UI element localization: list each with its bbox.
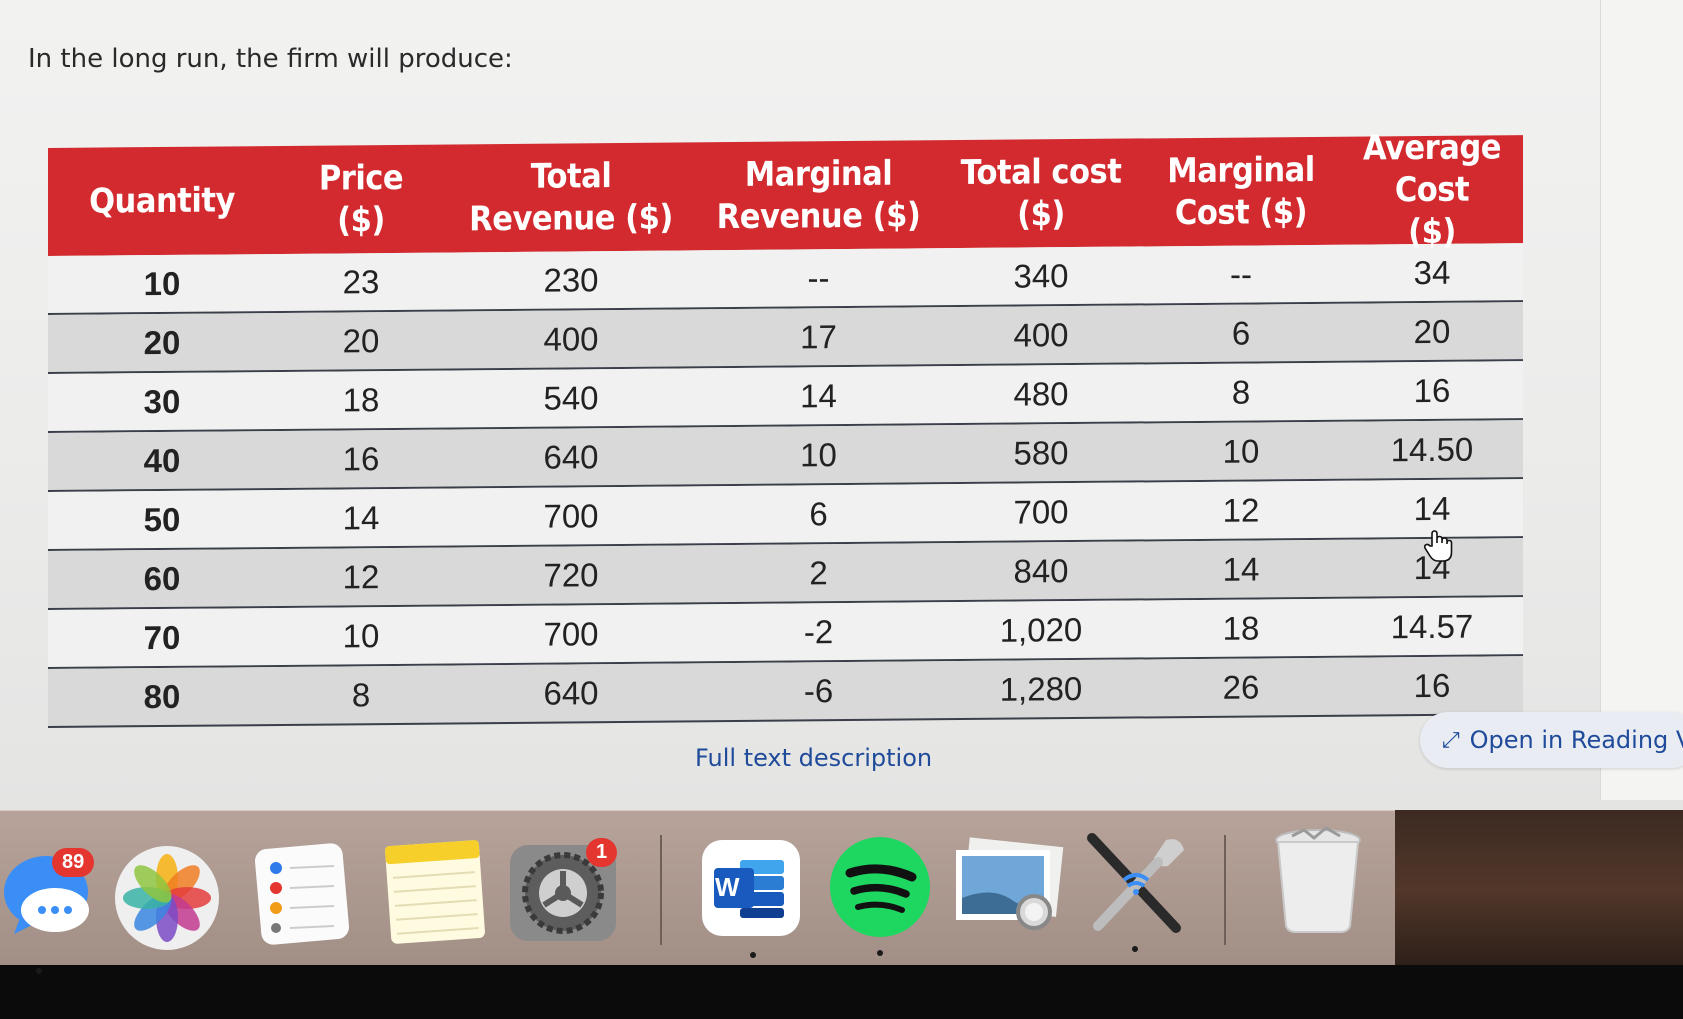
cell-marginal-revenue: -6 bbox=[803, 671, 834, 709]
cell-average-cost: 34 bbox=[1413, 253, 1451, 291]
cell-total-revenue: 400 bbox=[543, 319, 599, 358]
cell-total-revenue: 700 bbox=[543, 496, 599, 535]
cell-total-revenue: 230 bbox=[543, 260, 599, 299]
running-indicator bbox=[877, 950, 883, 956]
cell-price: 12 bbox=[342, 557, 380, 595]
cell-price: 8 bbox=[351, 675, 371, 713]
cell-quantity: 70 bbox=[143, 618, 181, 656]
cell-marginal-revenue: 2 bbox=[809, 553, 828, 591]
cell-marginal-revenue: 6 bbox=[809, 494, 828, 532]
cell-price: 14 bbox=[342, 498, 380, 536]
cell-total-revenue: 700 bbox=[543, 614, 599, 653]
cell-total-revenue: 640 bbox=[543, 673, 599, 712]
system-preferences-badge: 1 bbox=[586, 838, 618, 867]
header-total-revenue: Total Revenue ($) bbox=[469, 156, 673, 240]
full-text-description-link[interactable]: Full text description bbox=[695, 744, 933, 772]
running-indicator bbox=[750, 952, 756, 958]
screen-bezel bbox=[0, 965, 1683, 1019]
cell-quantity: 60 bbox=[143, 559, 181, 597]
word-icon[interactable] bbox=[700, 838, 802, 942]
cell-total-cost: 400 bbox=[1013, 315, 1069, 354]
desk-background bbox=[1395, 810, 1683, 970]
data-table: Quantity Price ($) Total Revenue ($) Mar… bbox=[48, 127, 1523, 728]
cell-marginal-cost: 26 bbox=[1222, 667, 1260, 706]
right-panel bbox=[1600, 0, 1683, 800]
cell-average-cost: 14 bbox=[1413, 489, 1451, 527]
dock bbox=[0, 810, 1395, 976]
cell-total-cost: 700 bbox=[1013, 492, 1069, 531]
cell-price: 20 bbox=[342, 321, 380, 359]
cell-average-cost: 20 bbox=[1413, 312, 1451, 350]
word-letter: W bbox=[715, 872, 740, 902]
cell-marginal-revenue: 10 bbox=[800, 435, 837, 473]
preview-icon[interactable] bbox=[952, 836, 1064, 940]
expand-arrows-icon: ⤢ bbox=[1442, 727, 1460, 753]
cell-quantity: 30 bbox=[143, 382, 181, 420]
cell-average-cost: 14.50 bbox=[1390, 430, 1474, 468]
notes-icon[interactable] bbox=[380, 835, 490, 951]
cell-average-cost: 14.57 bbox=[1390, 607, 1474, 645]
cell-quantity: 20 bbox=[143, 323, 181, 361]
cell-average-cost: 16 bbox=[1413, 666, 1451, 704]
table-header: Quantity Price ($) Total Revenue ($) Mar… bbox=[48, 127, 1523, 256]
running-indicator bbox=[36, 968, 42, 974]
open-in-reading-view-label: Open in Reading Vi bbox=[1469, 726, 1683, 754]
cell-quantity: 40 bbox=[143, 441, 181, 479]
cell-total-cost: 840 bbox=[1013, 551, 1069, 590]
cell-price: 23 bbox=[342, 262, 380, 300]
cell-marginal-cost: 10 bbox=[1222, 431, 1260, 470]
dock-separator bbox=[660, 835, 662, 945]
cell-total-revenue: 540 bbox=[543, 378, 599, 417]
cell-total-cost: 480 bbox=[1013, 374, 1069, 413]
cell-quantity: 80 bbox=[143, 677, 181, 715]
cell-total-cost: 1,280 bbox=[999, 669, 1083, 708]
cell-marginal-revenue: -- bbox=[807, 258, 830, 296]
cell-price: 10 bbox=[342, 616, 380, 654]
cell-marginal-cost: 6 bbox=[1231, 314, 1251, 352]
cell-total-revenue: 640 bbox=[543, 437, 599, 476]
open-in-reading-view-button[interactable]: ⤢ Open in Reading Vi bbox=[1420, 712, 1683, 768]
wireless-diagnostics-icon[interactable] bbox=[1080, 830, 1192, 944]
photos-icon[interactable] bbox=[112, 843, 222, 957]
cell-marginal-cost: 12 bbox=[1222, 490, 1260, 529]
cell-quantity: 50 bbox=[143, 500, 181, 538]
cell-marginal-cost: -- bbox=[1230, 254, 1252, 293]
cell-marginal-cost: 8 bbox=[1231, 373, 1251, 411]
cell-marginal-revenue: 14 bbox=[800, 376, 837, 414]
header-marginal-revenue: Marginal Revenue ($) bbox=[716, 153, 921, 238]
header-quantity: Quantity bbox=[89, 180, 235, 222]
running-indicator bbox=[1132, 946, 1138, 952]
cell-quantity: 10 bbox=[143, 264, 181, 302]
cell-marginal-revenue: -2 bbox=[803, 612, 834, 650]
cell-marginal-revenue: 17 bbox=[800, 317, 837, 355]
header-marginal-cost: Marginal Cost ($) bbox=[1167, 149, 1315, 234]
cell-total-revenue: 720 bbox=[543, 555, 599, 594]
system-preferences-icon[interactable] bbox=[508, 843, 618, 947]
spotify-icon[interactable] bbox=[828, 835, 932, 943]
hand-cursor-icon bbox=[1422, 528, 1456, 572]
cell-price: 18 bbox=[342, 380, 380, 418]
question-text: In the long run, the firm will produce: bbox=[28, 44, 513, 74]
dock-separator bbox=[1224, 835, 1226, 945]
cell-marginal-cost: 14 bbox=[1222, 549, 1260, 588]
header-price: Price ($) bbox=[318, 157, 404, 241]
header-total-cost: Total cost ($) bbox=[960, 151, 1122, 235]
cell-average-cost: 16 bbox=[1413, 371, 1451, 409]
cell-marginal-cost: 18 bbox=[1222, 608, 1260, 647]
header-average-cost: Average Cost ($) bbox=[1362, 127, 1502, 253]
messages-badge: 89 bbox=[52, 848, 95, 877]
reminders-icon[interactable] bbox=[252, 840, 352, 952]
trash-icon[interactable] bbox=[1270, 826, 1366, 940]
cell-total-cost: 580 bbox=[1013, 433, 1069, 472]
cell-total-cost: 340 bbox=[1013, 256, 1069, 295]
cell-total-cost: 1,020 bbox=[999, 610, 1083, 649]
cell-price: 16 bbox=[342, 439, 380, 477]
